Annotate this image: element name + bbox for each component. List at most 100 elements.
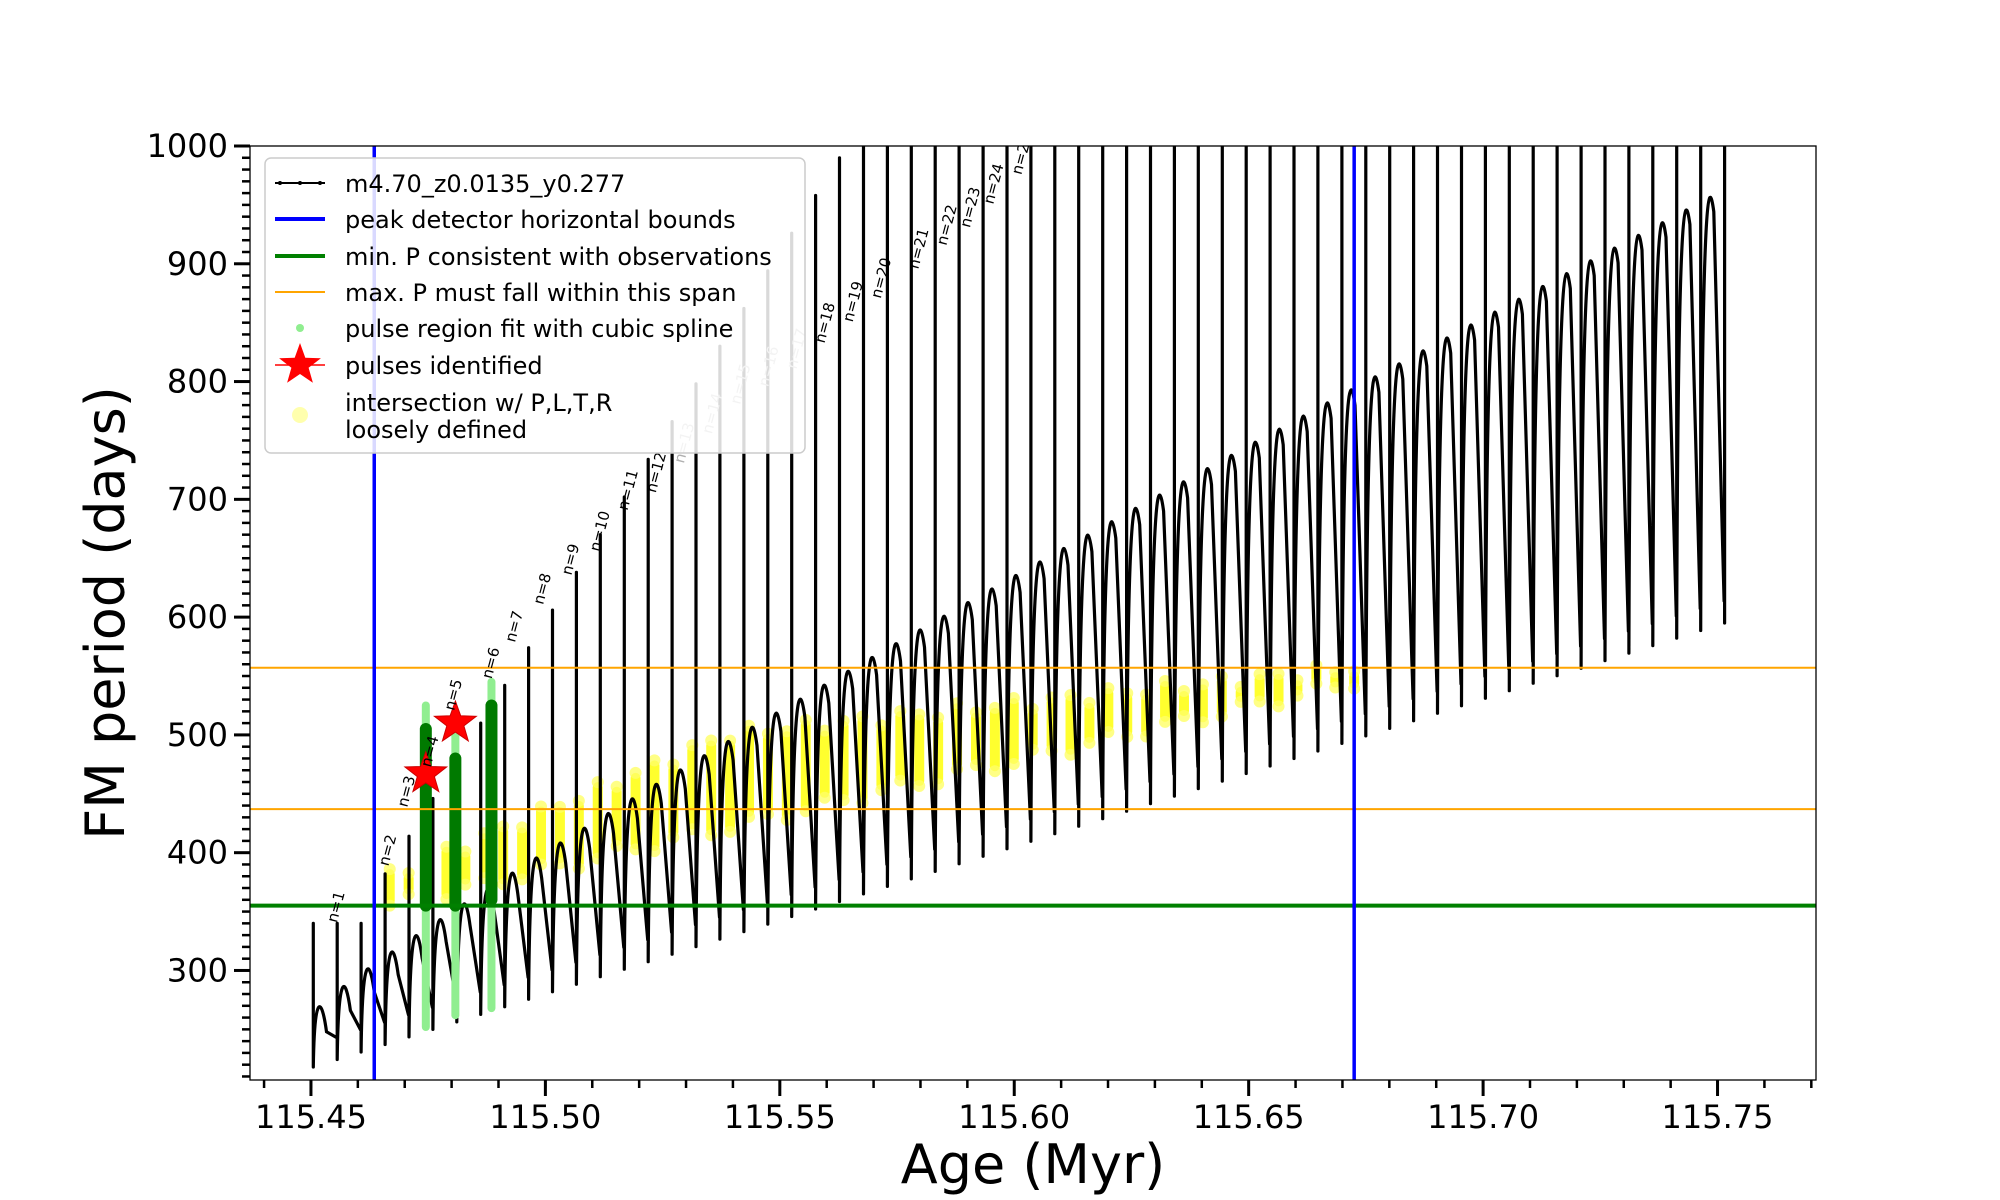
intersection-point bbox=[988, 701, 1001, 714]
intersection-point bbox=[1007, 692, 1020, 705]
intersection-point bbox=[705, 734, 718, 747]
intersection-point bbox=[1329, 681, 1342, 694]
legend-label: max. P must fall within this span bbox=[345, 279, 736, 307]
x-axis-title: Age (Myr) bbox=[901, 1133, 1166, 1196]
pulse-label: n=26 bbox=[1017, 100, 1045, 144]
intersection-point bbox=[913, 708, 926, 721]
y-tick-label: 500 bbox=[167, 716, 228, 754]
pulse-identified-star bbox=[432, 699, 478, 743]
legend-entry: m4.70_z0.0135_y0.277 bbox=[275, 170, 625, 198]
legend-label: pulse region fit with cubic spline bbox=[345, 315, 733, 343]
intersection-point bbox=[629, 766, 642, 779]
cubic-spline-fits bbox=[419, 677, 498, 1031]
legend-label: intersection w/ P,L,T,R bbox=[345, 389, 612, 417]
axes: 115.45 115.50 115.55 115.60 115.65 115.70 115.… bbox=[147, 127, 1813, 1136]
y-tick-label: 900 bbox=[167, 245, 228, 283]
intersection-point bbox=[724, 825, 737, 838]
intersection-point bbox=[553, 800, 566, 813]
y-tick-label: 1000 bbox=[147, 127, 228, 165]
legend-label: m4.70_z0.0135_y0.277 bbox=[345, 170, 625, 198]
legend-box bbox=[264, 157, 806, 454]
y-tick-label: 800 bbox=[167, 363, 228, 401]
legend-entry: pulses identified bbox=[275, 343, 543, 383]
intersection-point bbox=[1159, 715, 1172, 728]
y-tick-label: 300 bbox=[167, 951, 228, 989]
legend-label: min. P consistent with observations bbox=[345, 243, 772, 271]
intersection-column bbox=[1273, 673, 1284, 707]
intersection-point bbox=[1177, 684, 1190, 697]
intersection-point bbox=[1102, 682, 1115, 695]
intersection-point bbox=[988, 765, 1001, 778]
x-tick-label: 115.70 bbox=[1427, 1098, 1539, 1136]
intersection-column bbox=[1008, 698, 1019, 764]
intersection-point bbox=[1253, 695, 1266, 708]
x-tick-label: 115.55 bbox=[724, 1098, 836, 1136]
legend-marker-swatch bbox=[318, 181, 322, 185]
intersection-point bbox=[383, 863, 396, 876]
intersection-column bbox=[914, 714, 925, 787]
intersection-column bbox=[1084, 702, 1095, 743]
legend-label: peak detector horizontal bounds bbox=[345, 206, 736, 234]
intersection-point bbox=[1064, 748, 1077, 761]
legend-marker-swatch bbox=[298, 181, 302, 185]
intersection-point bbox=[1159, 674, 1172, 687]
intersection-point bbox=[1272, 667, 1285, 680]
intersection-column bbox=[1178, 690, 1189, 717]
intersection-point bbox=[913, 780, 926, 793]
legend-marker-swatch bbox=[278, 181, 282, 185]
x-tick-label: 115.45 bbox=[255, 1098, 367, 1136]
intersection-column bbox=[1160, 680, 1171, 722]
legend-star-swatch bbox=[279, 343, 321, 383]
intersection-point bbox=[459, 845, 472, 858]
plot-frame bbox=[249, 145, 1817, 1081]
intersection-point bbox=[780, 725, 793, 738]
legend-entry: pulse region fit with cubic spline bbox=[296, 315, 733, 343]
pulse-identified-star bbox=[403, 750, 449, 793]
intersection-column bbox=[1254, 674, 1265, 702]
intersection-column bbox=[819, 730, 830, 798]
intersection-point bbox=[610, 780, 623, 793]
intersection-point bbox=[894, 774, 907, 787]
intersection-column bbox=[517, 827, 528, 880]
intersection-column bbox=[384, 869, 395, 906]
intersection-point bbox=[1177, 710, 1190, 723]
y-tick-label: 400 bbox=[167, 834, 228, 872]
legend-entry: max. P must fall within this span bbox=[275, 279, 736, 307]
y-tick-label: 700 bbox=[167, 480, 228, 518]
x-tick-label: 115.60 bbox=[958, 1098, 1070, 1136]
intersection-column bbox=[536, 806, 547, 865]
intersection-point bbox=[1083, 736, 1096, 749]
intersection-column bbox=[460, 851, 471, 885]
intersection-point bbox=[1102, 726, 1115, 739]
intersection-column bbox=[989, 707, 1000, 772]
legend-entry: peak detector horizontal bounds bbox=[275, 206, 736, 234]
x-tick-label: 115.65 bbox=[1193, 1098, 1305, 1136]
legend-dot-swatch bbox=[292, 407, 308, 423]
intersection-point bbox=[1007, 757, 1020, 770]
x-tick-label: 115.75 bbox=[1662, 1098, 1774, 1136]
intersection-point bbox=[516, 821, 529, 834]
intersection-point bbox=[572, 794, 585, 807]
intersection-point bbox=[535, 800, 548, 813]
y-tick-label: 600 bbox=[167, 598, 228, 636]
y-axis-title: FM period (days) bbox=[74, 386, 137, 840]
intersection-point bbox=[1272, 700, 1285, 713]
intersection-point bbox=[1253, 668, 1266, 681]
legend-label: loosely defined bbox=[345, 416, 527, 444]
x-tick-label: 115.50 bbox=[489, 1098, 601, 1136]
intersection-point bbox=[459, 878, 472, 891]
intersection-point bbox=[818, 791, 831, 804]
intersection-point bbox=[516, 873, 529, 886]
intersection-point bbox=[610, 839, 623, 852]
intersection-column bbox=[441, 846, 452, 900]
intersection-point bbox=[648, 754, 661, 767]
intersection-point bbox=[818, 724, 831, 737]
legend-label: pulses identified bbox=[345, 352, 543, 380]
intersection-point bbox=[875, 719, 888, 732]
intersection-point bbox=[591, 776, 604, 789]
legend-dot-swatch bbox=[296, 324, 304, 332]
intersection-point bbox=[1083, 696, 1096, 709]
